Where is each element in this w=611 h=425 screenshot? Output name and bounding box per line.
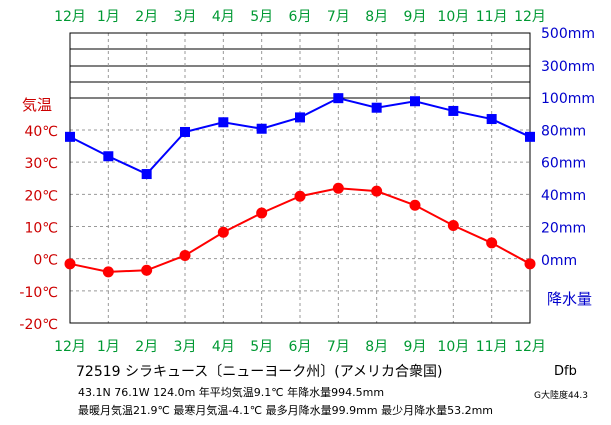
- precipitation-point: [448, 105, 459, 116]
- x-tick-label-bottom: 8月: [365, 339, 388, 355]
- right-tick-label: 80mm: [541, 123, 586, 139]
- grid-layer: [70, 32, 530, 323]
- x-tick-label-bottom: 2月: [135, 339, 158, 355]
- left-tick-label: -20℃: [19, 317, 58, 333]
- x-tick-label-bottom: 6月: [289, 339, 312, 355]
- climate-classification: Dfb: [554, 364, 577, 379]
- x-tick-label-top: 1月: [97, 9, 120, 25]
- left-tick-label: 20℃: [24, 188, 58, 204]
- x-tick-label-top: 8月: [365, 9, 388, 25]
- precipitation-point: [486, 114, 497, 125]
- precipitation-point: [371, 102, 382, 113]
- left-tick-label: 30℃: [24, 156, 58, 172]
- left-axis-title: 気温: [22, 96, 52, 114]
- right-tick-label: 40mm: [541, 188, 586, 204]
- temperature-point: [447, 220, 459, 232]
- right-tick-label: 100mm: [541, 91, 595, 107]
- plot-frame: [69, 32, 531, 324]
- temperature-point: [102, 266, 114, 278]
- temperature-point: [141, 264, 153, 276]
- x-tick-label-top: 9月: [404, 9, 427, 25]
- precipitation-point: [141, 169, 152, 180]
- axes-layer: [69, 32, 531, 324]
- precipitation-point: [180, 126, 190, 137]
- left-tick-label: 10℃: [24, 221, 58, 237]
- temperature-point: [294, 190, 306, 202]
- right-tick-label: 20mm: [541, 220, 586, 236]
- x-tick-label-top: 10月: [437, 9, 469, 25]
- temperature-point: [64, 258, 76, 270]
- precipitation-point: [65, 131, 75, 142]
- precipitation-point: [333, 93, 344, 104]
- x-tick-label-bottom: 1月: [97, 339, 120, 355]
- precipitation-point: [525, 131, 535, 142]
- right-tick-label: 300mm: [541, 59, 595, 75]
- precipitation-point: [103, 151, 114, 162]
- x-tick-label-top: 11月: [476, 9, 508, 25]
- x-tick-label-top: 12月: [514, 9, 546, 25]
- right-tick-label: 60mm: [541, 156, 586, 172]
- temperature-point: [179, 249, 191, 261]
- precipitation-point: [410, 96, 420, 107]
- left-tick-label: -10℃: [19, 285, 58, 301]
- precipitation-point: [218, 117, 229, 128]
- right-tick-label: 500mm: [541, 26, 595, 42]
- station-extremes: 最暖月気温21.9℃ 最寒月気温-4.1℃ 最多月降水量99.9mm 最少月降水…: [78, 404, 493, 417]
- x-tick-label-bottom: 10月: [437, 339, 469, 355]
- x-tick-label-bottom: 11月: [476, 339, 508, 355]
- x-tick-label-bottom: 7月: [327, 339, 350, 355]
- temperature-point: [409, 199, 421, 211]
- precipitation-point: [256, 123, 267, 134]
- x-tick-label-top: 4月: [212, 9, 235, 25]
- x-tick-label-bottom: 5月: [250, 339, 273, 355]
- left-tick-label: 40℃: [24, 124, 58, 140]
- x-tick-label-bottom: 9月: [404, 339, 427, 355]
- x-tick-label-bottom: 12月: [514, 339, 546, 355]
- temperature-point: [371, 185, 383, 197]
- x-tick-label-bottom: 12月: [54, 339, 86, 355]
- temperature-point: [217, 226, 229, 238]
- x-tick-label-top: 3月: [174, 9, 197, 25]
- station-details: 43.1N 76.1W 124.0m 年平均気温9.1℃ 年降水量994.5mm: [78, 386, 385, 399]
- left-tick-label: 0℃: [33, 253, 58, 269]
- station-title: 72519 シラキュース〔ニューヨーク州〕(アメリカ合衆国): [76, 364, 443, 380]
- label-layer: 12月 12月 1月 1月 2月 2月 3月 3月 4月 4月 5月 5月 6月 6月 7月 7月 8月 8月 9月…: [19, 9, 595, 355]
- x-tick-label-top: 6月: [289, 9, 312, 25]
- right-axis-title: 降水量: [547, 290, 592, 308]
- temperature-point: [256, 207, 268, 219]
- temperature-point: [524, 258, 536, 270]
- temperature-point: [332, 182, 344, 194]
- x-tick-label-bottom: 4月: [212, 339, 235, 355]
- x-tick-label-top: 12月: [54, 9, 86, 25]
- x-tick-label-top: 5月: [250, 9, 273, 25]
- x-tick-label-top: 7月: [327, 9, 350, 25]
- series-layer: [64, 93, 536, 278]
- x-tick-label-top: 2月: [135, 9, 158, 25]
- x-tick-label-bottom: 3月: [174, 339, 197, 355]
- temperature-point: [486, 237, 498, 249]
- continentality-index: G大陸度44.3: [534, 391, 589, 401]
- right-tick-label: 0mm: [541, 253, 577, 269]
- precipitation-point: [295, 112, 305, 123]
